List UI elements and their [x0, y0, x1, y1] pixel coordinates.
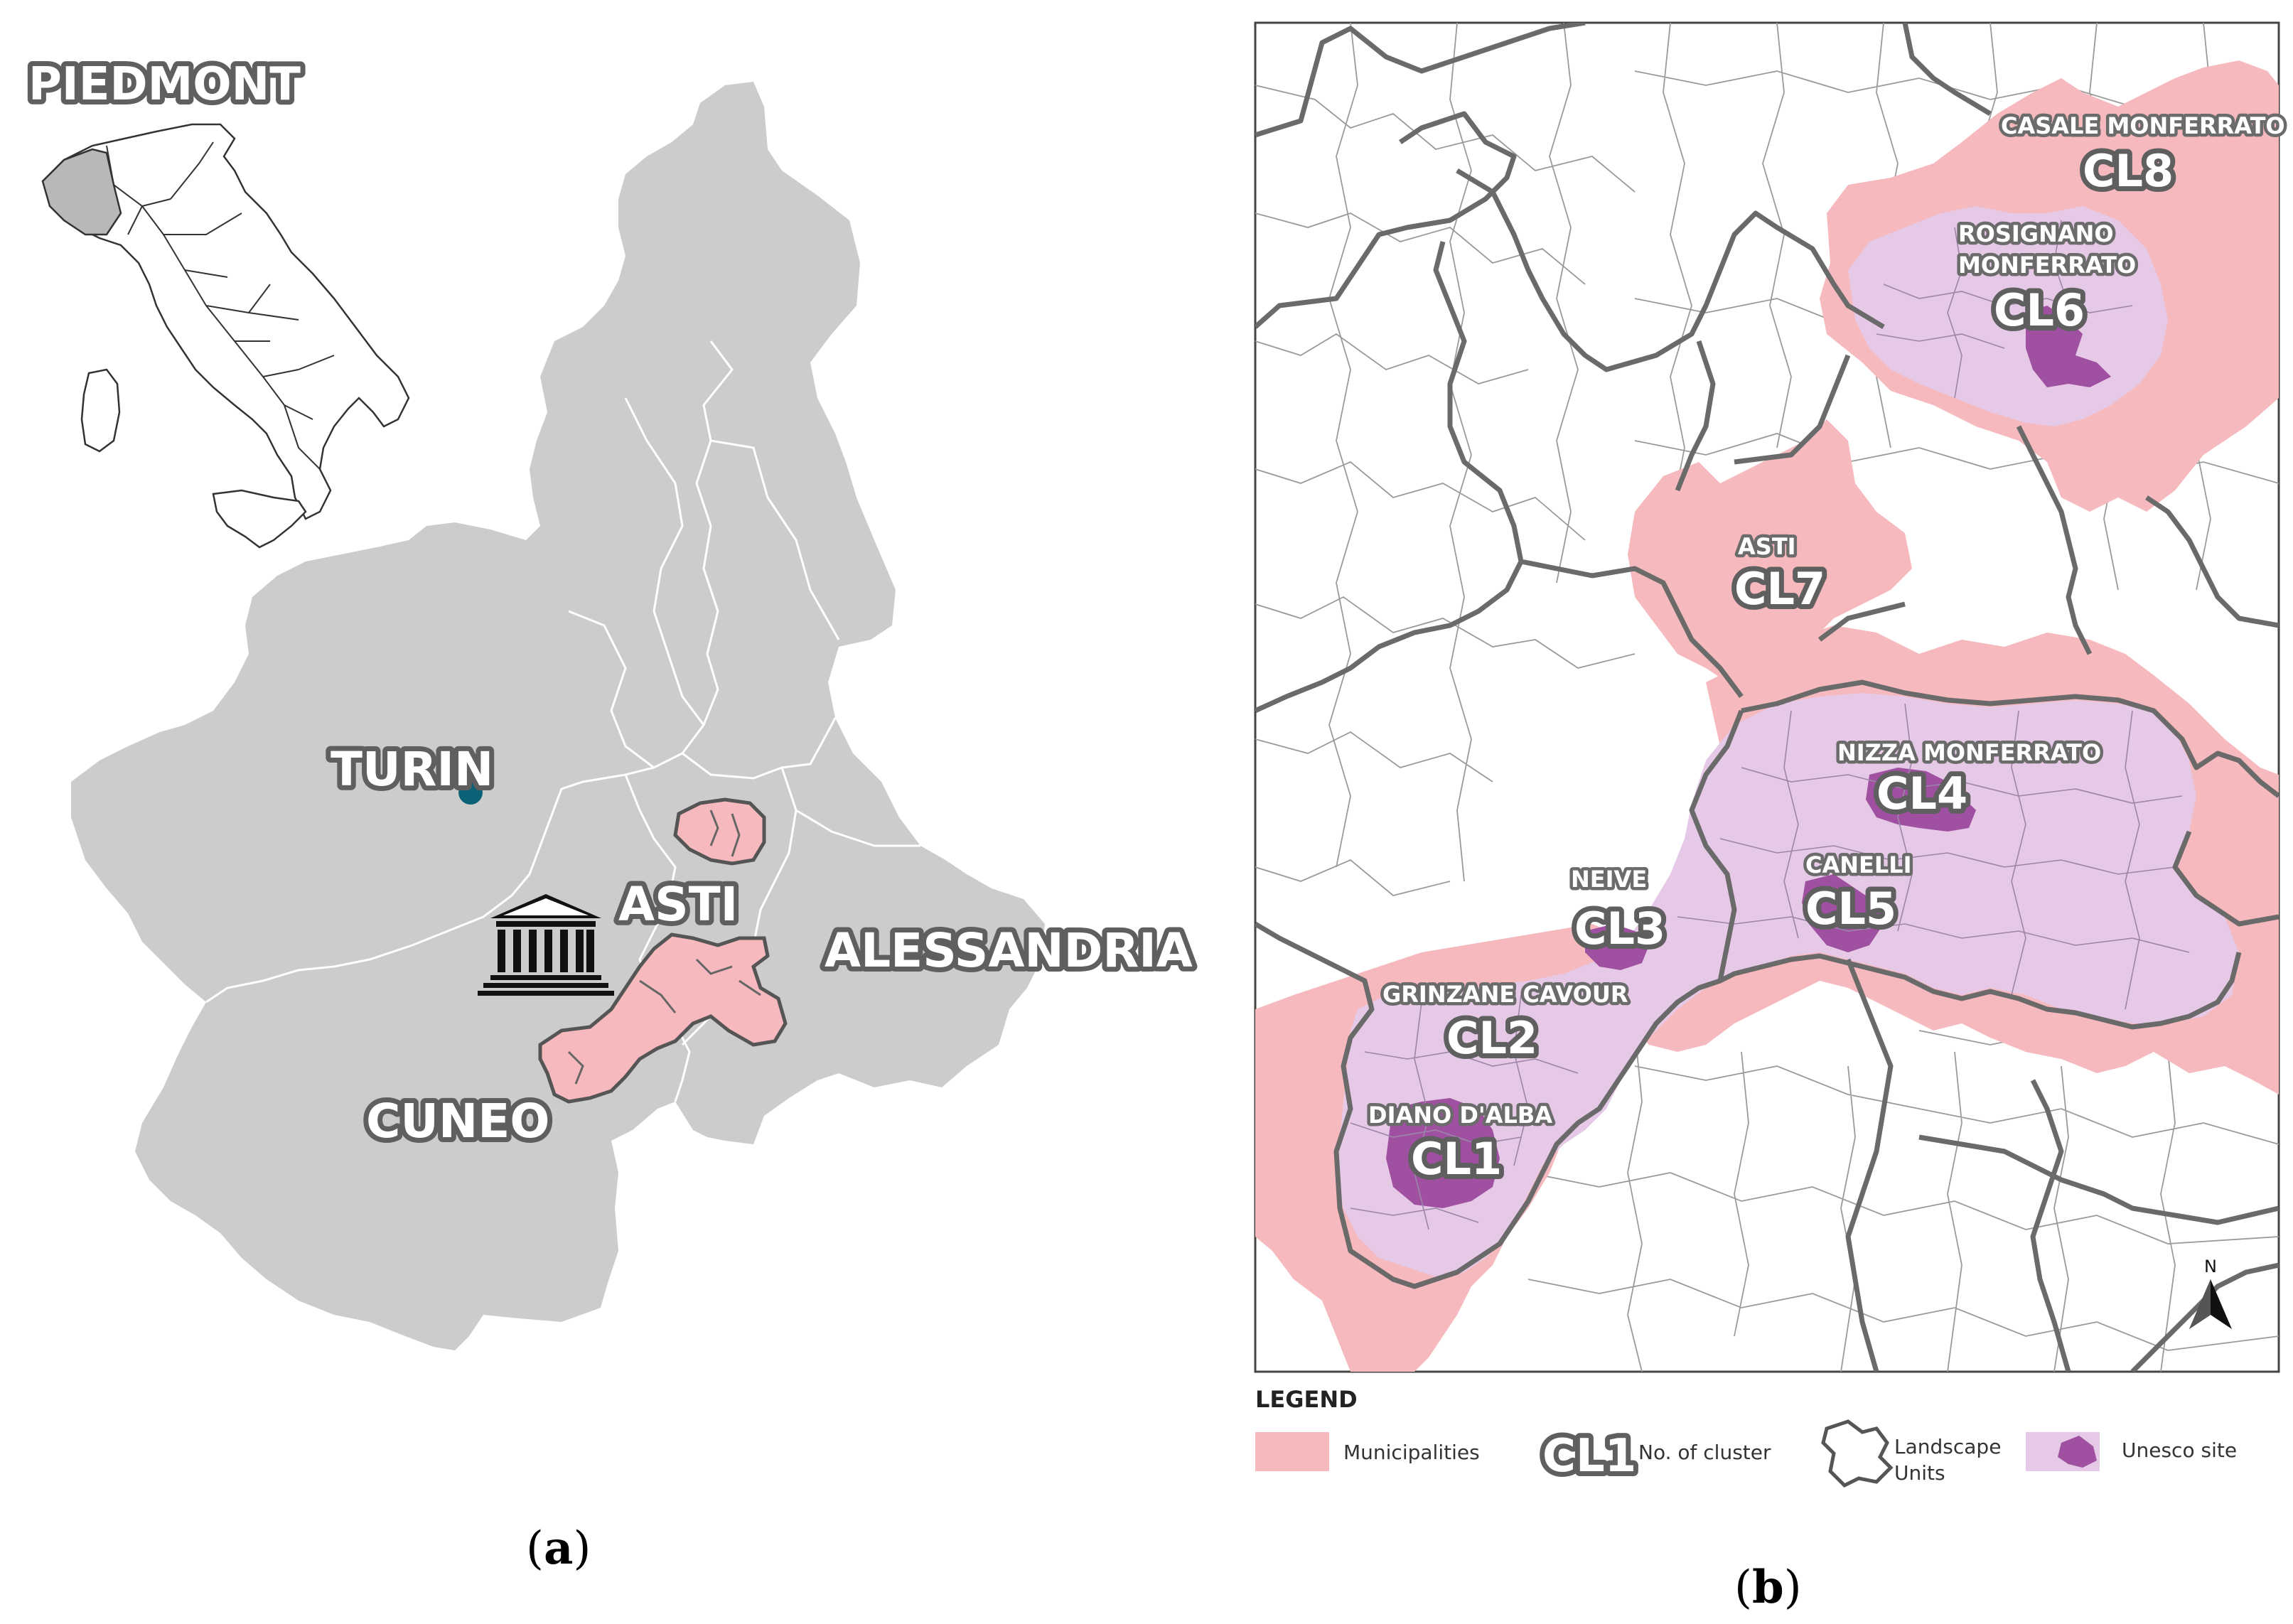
cluster-place-cl5: CANELLI	[1805, 851, 1912, 878]
province-label-asti: ASTI	[618, 877, 738, 932]
cluster-code-cl1: CL1	[1411, 1133, 1502, 1185]
cluster-place-cl7: ASTI	[1738, 533, 1796, 560]
cluster-place-cl6-line1: ROSIGNANO	[1958, 220, 2114, 247]
north-label: N	[2204, 1257, 2217, 1276]
cluster-code-cl3: CL3	[1574, 903, 1665, 954]
legend-landscape-unit-icon	[1821, 1419, 1894, 1488]
legend-title: LEGEND	[1255, 1386, 1358, 1413]
piedmont-region-shape	[71, 82, 1045, 1350]
panel-label-b: (b)	[1734, 1561, 1802, 1614]
legend-swatch-municipalities	[1255, 1432, 1329, 1471]
piedmont-highlight	[41, 148, 122, 236]
italy-inset-map	[41, 123, 410, 549]
cluster-code-cl2: CL2	[1446, 1012, 1537, 1064]
landscape-internal-lines	[1350, 220, 2190, 1230]
province-label-cuneo: CUNEO	[366, 1094, 549, 1149]
legend-label-landscape-line2: Units	[1894, 1461, 1945, 1485]
cluster-place-cl8: CASALE MONFERRATO	[2001, 112, 2285, 139]
cluster-code-cl6: CL6	[1994, 284, 2085, 336]
legend-label-unesco: Unesco site	[2122, 1439, 2237, 1462]
unesco-core-cl5	[1802, 874, 1884, 952]
municipality-area-cl7	[1628, 419, 1912, 682]
panel-b-map: CASALE MONFERRATO CL8 ROSIGNANO MONFERRA…	[1254, 21, 2289, 1614]
legend-label-municipalities: Municipalities	[1343, 1441, 1480, 1464]
cluster-place-cl1: DIANO D'ALBA	[1368, 1102, 1552, 1129]
legend-label-landscape-line1: Landscape	[1894, 1435, 2001, 1458]
sicily	[212, 489, 307, 549]
unesco-core-cl1	[1386, 1098, 1500, 1208]
cluster-code-cl4: CL4	[1876, 768, 1967, 819]
cluster-place-cl3: NEIVE	[1571, 866, 1647, 893]
cluster-labels: CASALE MONFERRATO CL8 ROSIGNANO MONFERRA…	[1365, 109, 2289, 1190]
province-label-alessandria: ALESSANDRIA	[825, 923, 1193, 978]
north-arrow-icon: N	[2189, 1257, 2232, 1329]
unesco-zone-main	[1336, 693, 2239, 1279]
cluster-place-cl2: GRINZANE CAVOUR	[1382, 981, 1628, 1008]
cluster-code-cl8: CL8	[2083, 145, 2174, 197]
panel-a-map: PIEDMONT TURIN ASTI ALESSAN	[23, 53, 1198, 1575]
inset-title-piedmont: PIEDMONT	[28, 58, 301, 111]
cluster-code-cl5: CL5	[1805, 883, 1896, 935]
legend-label-cluster: No. of cluster	[1638, 1441, 1771, 1464]
cluster-code-cl7: CL7	[1734, 563, 1825, 615]
panel-label-a: (a)	[526, 1522, 591, 1575]
study-area-asti-inner	[709, 810, 741, 857]
unesco-emblem-icon	[478, 894, 614, 996]
legend: LEGEND Municipalities CL1 No. of cluster…	[1255, 1386, 2237, 1488]
study-area-langhe-roero	[538, 932, 788, 1104]
cluster-place-cl6-line2: MONFERRATO	[1958, 252, 2136, 279]
unesco-core-cl6	[2026, 306, 2111, 387]
italy-inner-regions	[106, 141, 335, 470]
sardinia	[80, 368, 121, 453]
turin-city-dot	[458, 780, 483, 805]
unesco-core-cl3	[1585, 924, 1649, 970]
city-label-turin: TURIN	[331, 742, 493, 797]
legend-swatch-unesco	[2026, 1432, 2100, 1471]
landscape-unit-boundaries	[1255, 23, 2279, 1372]
study-area-asti	[673, 797, 766, 866]
legend-symbol-cluster: CL1	[1542, 1430, 1636, 1483]
study-area-langhe-inner	[567, 958, 761, 1085]
province-boundaries	[205, 340, 920, 1102]
cluster-place-cl4: NIZZA MONFERRATO	[1837, 739, 2101, 766]
